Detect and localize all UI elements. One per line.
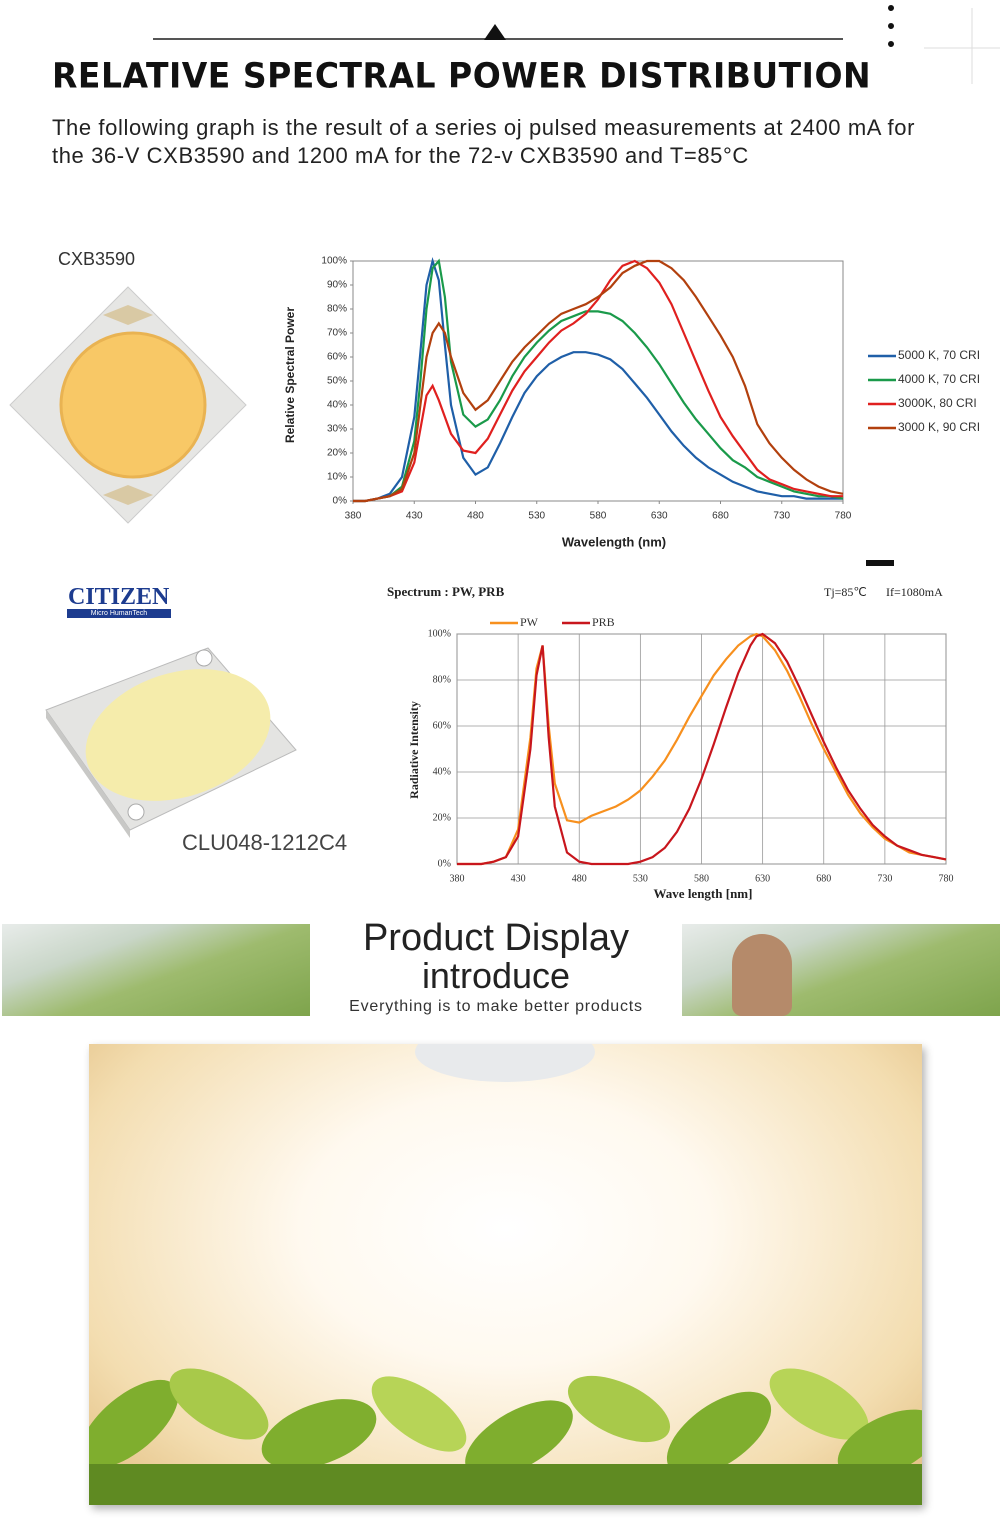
chart-title: Spectrum : PW, PRB <box>387 584 505 599</box>
y-tick-label: 50% <box>327 376 347 387</box>
y-tick-label: 60% <box>433 720 451 731</box>
cob-chip <box>9 286 247 524</box>
y-tick-label: 100% <box>321 256 347 267</box>
leaves <box>89 1044 922 1505</box>
x-tick-label: 480 <box>467 511 484 522</box>
x-tick-label: 480 <box>572 873 587 884</box>
y-tick-label: 10% <box>327 472 347 483</box>
x-tick-label: 530 <box>528 511 545 522</box>
x-tick-label: 430 <box>406 511 423 522</box>
product-name: CXB3590 <box>58 249 136 269</box>
x-axis-label: Wave length [nm] <box>654 886 753 901</box>
legend-label: 5000 K, 70 CRI <box>898 348 980 362</box>
legend-label: PW <box>520 615 539 629</box>
display-subtitle: introduce <box>421 955 571 996</box>
series-line <box>457 632 947 866</box>
x-tick-label: 580 <box>590 511 607 522</box>
description: The following graph is the result of a s… <box>52 115 916 168</box>
legend-label: PRB <box>592 615 615 629</box>
page-title: RELATIVE SPECTRAL POWER DISTRIBUTION <box>52 55 872 96</box>
legend-label: 4000 K, 70 CRI <box>898 372 980 386</box>
legend-label: 3000 K, 90 CRI <box>898 420 980 434</box>
x-tick-label: 730 <box>877 873 892 884</box>
x-tick-label: 430 <box>511 873 526 884</box>
y-tick-label: 20% <box>433 812 451 823</box>
y-tick-label: 30% <box>327 424 347 435</box>
y-tick-label: 80% <box>433 674 451 685</box>
series-line <box>353 259 844 503</box>
x-tick-label: 780 <box>835 511 852 522</box>
x-tick-label: 380 <box>345 511 362 522</box>
y-tick-label: 40% <box>327 400 347 411</box>
product-name: CLU048-1212C4 <box>182 830 348 855</box>
x-axis-label: Wavelength (nm) <box>562 534 666 549</box>
charts: 0% 10% 20% 30% 40% 50% 60% 70% 80% 90% 100% 380 430 4… <box>283 256 980 901</box>
y-axis-label: Relative Spectral Power <box>283 307 297 443</box>
series-line <box>353 258 844 503</box>
x-tick-label: 730 <box>773 511 790 522</box>
x-tick-label: 630 <box>755 873 770 884</box>
x-tick-label: 780 <box>939 873 954 884</box>
top-decoration <box>153 5 1000 84</box>
divider <box>866 560 894 566</box>
x-tick-label: 580 <box>694 873 709 884</box>
y-axis-label: Radiative Intensity <box>407 701 421 799</box>
series-line <box>353 259 843 503</box>
brand: CITIZEN <box>68 584 170 610</box>
y-tick-label: 80% <box>327 304 347 315</box>
series-line <box>353 257 843 503</box>
y-tick-label: 40% <box>433 766 451 777</box>
y-tick-label: 20% <box>327 448 347 459</box>
greenhouse-photo <box>2 924 310 1016</box>
x-tick-label: 530 <box>633 873 648 884</box>
x-tick-label: 380 <box>450 873 465 884</box>
display-title: Product Display <box>362 917 630 959</box>
greenhouse-photo <box>682 924 1000 1016</box>
x-tick-label: 680 <box>712 511 729 522</box>
cob-chip <box>45 647 297 838</box>
x-tick-label: 680 <box>816 873 831 884</box>
chart-note: If=1080mA <box>886 585 943 599</box>
product-photo <box>89 1044 922 1505</box>
x-tick-label: 630 <box>651 511 668 522</box>
y-tick-label: 70% <box>327 328 347 339</box>
y-tick-label: 90% <box>327 280 347 291</box>
brand-tagline: Micro HumanTech <box>67 609 171 618</box>
y-tick-label: 100% <box>428 628 451 639</box>
y-tick-label: 60% <box>327 352 347 363</box>
y-tick-label: 0% <box>333 496 348 507</box>
chart-note: Tj=85℃ <box>824 585 867 599</box>
display-tagline: Everything is to make better products <box>349 998 643 1015</box>
legend-label: 3000K, 80 CRI <box>898 396 977 410</box>
y-tick-label: 0% <box>438 858 451 869</box>
